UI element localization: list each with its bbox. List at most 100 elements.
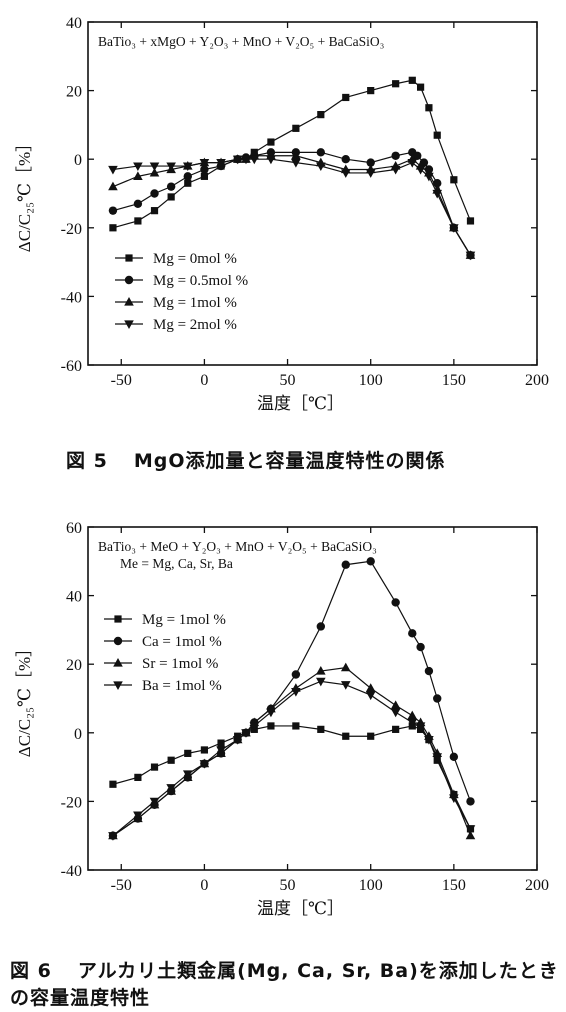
data-point — [267, 722, 275, 730]
chart-subtitle: Me = Mg, Ca, Sr, Ba — [120, 556, 233, 571]
data-point — [216, 159, 226, 168]
data-point — [433, 694, 442, 703]
data-point — [134, 217, 142, 225]
data-point — [291, 150, 301, 160]
data-point — [340, 662, 351, 672]
legend-marker — [124, 320, 134, 329]
data-point — [390, 165, 401, 175]
plot-frame — [87, 21, 538, 366]
data-point — [134, 773, 142, 781]
data-point — [340, 169, 351, 178]
data-point — [200, 172, 209, 180]
data-point — [108, 165, 118, 175]
legend-entry: Sr = 1mol % — [104, 656, 218, 672]
y-tick-label: 20 — [66, 84, 82, 101]
series-square — [109, 722, 475, 833]
data-point — [365, 691, 376, 701]
legend-marker — [113, 636, 123, 646]
legend-label: Mg = 1mol % — [142, 612, 226, 628]
chart-5: -50 0 50 100 150 200 -60 -40 -20 0 20 40 温度［℃］ ΔC/C₂₅… — [15, 15, 549, 413]
data-point — [184, 179, 192, 187]
legend-label: Sr = 1mol % — [142, 656, 218, 672]
data-point — [450, 176, 458, 184]
data-point — [266, 155, 276, 165]
legend-label: Ca = 1mol % — [142, 634, 222, 650]
data-point — [342, 93, 350, 102]
x-tick-label: 0 — [200, 372, 208, 389]
legend-entry: Ba = 1mol % — [104, 678, 222, 694]
legend-entry: Mg = 1mol % — [104, 612, 226, 628]
data-point — [241, 155, 251, 165]
figure-6-caption-text: アルカリ土類金属(Mg, Ca, Sr, Ba)を添加したときの容量温度特性 — [10, 960, 559, 1009]
chart-title: BaTio₃ + xMgO + Y₂O₃ + MnO + V₂O₅ + BaCa… — [98, 34, 385, 49]
data-point — [341, 560, 350, 569]
y-tick-label: 60 — [66, 520, 82, 537]
series-triangle-down — [108, 155, 476, 261]
data-point — [199, 760, 210, 769]
legend-marker — [124, 275, 134, 285]
legend-marker — [114, 615, 122, 623]
data-point — [424, 666, 434, 676]
legend-entry: Mg = 1mol % — [115, 295, 237, 311]
series-line — [112, 666, 472, 837]
data-point — [317, 725, 325, 733]
plot-frame — [87, 526, 538, 871]
data-point — [424, 736, 434, 745]
data-point — [365, 683, 376, 692]
data-point — [149, 162, 160, 172]
y-tick-label: 20 — [66, 657, 82, 674]
data-point — [366, 158, 375, 167]
data-point — [449, 794, 459, 803]
legend-label: Mg = 1mol % — [153, 295, 237, 311]
data-point — [108, 832, 118, 841]
figure-6-caption: 図 6 アルカリ土類金属(Mg, Ca, Sr, Ba)を添加したときの容量温度特… — [10, 958, 560, 1012]
data-point — [391, 598, 400, 607]
data-point — [232, 736, 243, 745]
figure-6-number: 図 6 — [10, 960, 52, 982]
data-point — [216, 746, 226, 755]
data-point — [291, 670, 301, 679]
data-point — [416, 83, 425, 91]
data-point — [390, 708, 401, 718]
x-tick-label: 0 — [200, 877, 208, 894]
data-point — [292, 124, 300, 132]
data-point — [292, 722, 300, 730]
data-point — [432, 753, 443, 762]
x-tick-label: 150 — [442, 877, 466, 894]
data-point — [466, 217, 475, 225]
data-point — [150, 763, 159, 771]
data-point — [199, 159, 210, 168]
data-point — [133, 171, 143, 180]
y-tick-label: -60 — [61, 358, 82, 375]
data-point — [184, 749, 192, 757]
y-tick-label: 40 — [66, 15, 82, 32]
data-point — [465, 251, 476, 261]
data-point — [109, 780, 117, 788]
x-tick-label: 200 — [525, 877, 549, 894]
y-tick-label: -40 — [61, 289, 82, 306]
data-point — [407, 710, 418, 720]
data-point — [449, 224, 459, 233]
data-point — [466, 797, 475, 806]
data-point — [415, 722, 426, 731]
data-point — [342, 732, 350, 740]
data-point — [200, 165, 209, 174]
data-point — [449, 752, 459, 762]
data-point — [365, 169, 376, 178]
data-point — [367, 87, 375, 95]
data-point — [166, 182, 176, 191]
series-line — [112, 725, 472, 830]
data-point — [167, 193, 175, 201]
data-point — [182, 770, 193, 779]
data-point — [249, 722, 260, 731]
y-tick-label: 0 — [74, 152, 82, 169]
legend-entry: Ca = 1mol % — [104, 634, 222, 650]
data-point — [413, 151, 422, 160]
legend-marker — [124, 297, 134, 306]
data-point — [316, 162, 326, 172]
data-point — [291, 688, 301, 697]
data-point — [133, 162, 143, 172]
data-point — [183, 172, 192, 181]
data-point — [407, 159, 418, 168]
